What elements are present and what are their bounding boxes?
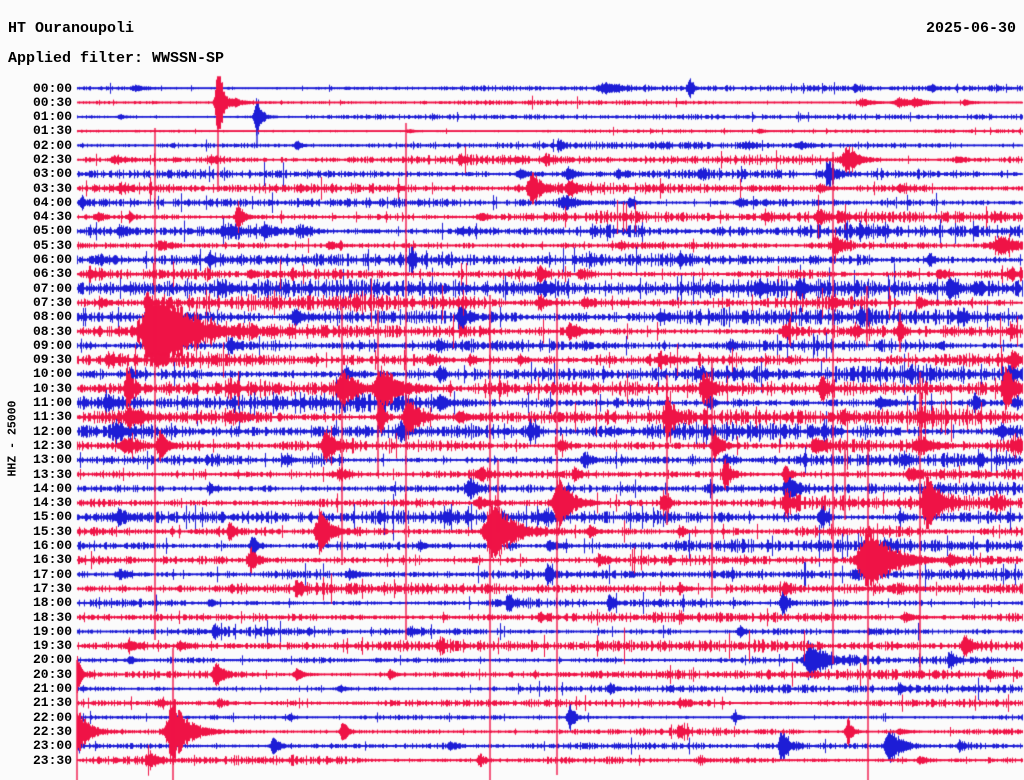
time-label: 19:30 [32, 638, 72, 654]
time-label: 08:00 [32, 309, 72, 325]
time-label: 11:00 [32, 395, 72, 411]
time-label: 16:00 [32, 538, 72, 554]
time-label: 16:30 [32, 552, 72, 568]
time-label: 20:00 [32, 652, 72, 668]
time-label: 00:00 [32, 80, 72, 96]
time-label: 06:30 [32, 266, 72, 282]
time-label: 08:30 [32, 323, 72, 339]
time-label: 07:00 [32, 280, 72, 296]
time-label: 07:30 [32, 294, 72, 310]
time-label: 21:00 [32, 681, 72, 697]
time-label: 00:30 [32, 94, 72, 110]
time-label: 12:00 [32, 423, 72, 439]
time-label: 01:30 [32, 123, 72, 139]
time-label: 11:30 [32, 409, 72, 425]
time-label: 05:30 [32, 237, 72, 253]
time-label: 20:30 [32, 666, 72, 682]
time-label: 02:30 [32, 151, 72, 167]
time-label: 03:00 [32, 166, 72, 182]
time-label: 09:00 [32, 337, 72, 353]
time-label: 10:00 [32, 366, 72, 382]
time-label: 04:00 [32, 194, 72, 210]
time-label: 18:30 [32, 609, 72, 625]
time-label: 09:30 [32, 352, 72, 368]
time-label: 14:00 [32, 480, 72, 496]
time-label: 15:00 [32, 509, 72, 525]
time-label: 22:00 [32, 709, 72, 725]
time-label: 05:00 [32, 223, 72, 239]
time-label: 17:30 [32, 580, 72, 596]
time-label: 01:00 [32, 109, 72, 125]
time-label: 13:00 [32, 452, 72, 468]
time-label: 19:00 [32, 623, 72, 639]
time-label: 23:00 [32, 738, 72, 754]
time-label: 03:30 [32, 180, 72, 196]
time-label: 23:30 [32, 752, 72, 768]
time-label: 10:30 [32, 380, 72, 396]
time-label: 02:00 [32, 137, 72, 153]
time-label: 12:30 [32, 437, 72, 453]
time-label: 22:30 [32, 723, 72, 739]
time-label: 13:30 [32, 466, 72, 482]
time-label: 18:00 [32, 595, 72, 611]
time-label: 17:00 [32, 566, 72, 582]
time-label: 14:30 [32, 495, 72, 511]
time-label: 15:30 [32, 523, 72, 539]
time-label: 06:00 [32, 252, 72, 268]
time-label: 21:30 [32, 695, 72, 711]
time-label: 04:30 [32, 209, 72, 225]
